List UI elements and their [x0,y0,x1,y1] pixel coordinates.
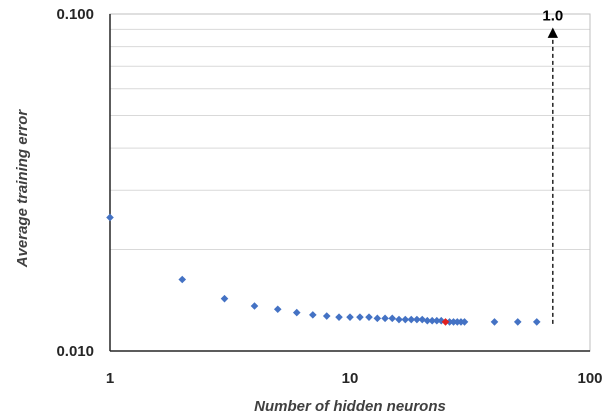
grid-layer [110,28,590,251]
points-layer [106,213,541,326]
data-point [106,213,114,222]
x-tick-label: 100 [577,370,602,387]
data-point [413,315,421,324]
data-point [322,312,331,320]
data-point [335,313,343,321]
data-point [346,313,354,321]
x-tick-label: 10 [342,370,359,387]
x-tick-label: 1 [106,370,114,387]
data-point [365,313,373,321]
data-point [513,318,522,326]
data-point [356,313,364,321]
data-point [423,316,432,325]
plot-frame [109,13,591,352]
tick-label-layer: 1 10 100 0.010 0.100 [56,6,602,387]
data-point [490,318,499,326]
data-point [395,315,403,324]
data-point [532,318,541,326]
data-point [433,316,441,325]
data-point [273,305,282,314]
data-point [418,315,427,324]
data-point [401,315,410,324]
data-point [250,302,259,310]
annotation-layer: 1.0 [542,8,563,324]
data-point [381,314,389,323]
y-tick-label: 0.010 [56,343,94,360]
y-tick-label: 0.100 [56,6,94,23]
data-point [460,318,469,326]
annotation-label: 1.0 [542,8,563,25]
data-point [441,318,450,326]
y-axis-title: Average training error [14,109,31,269]
x-axis-title: Number of hidden neurons [254,398,446,415]
data-point [407,315,416,324]
data-point [388,314,397,323]
data-point [373,314,382,323]
data-point [178,275,187,284]
data-point [292,308,301,317]
data-point [445,318,454,326]
data-point [309,311,317,319]
data-point [428,316,436,325]
data-point [437,316,446,325]
data-point [220,294,229,303]
